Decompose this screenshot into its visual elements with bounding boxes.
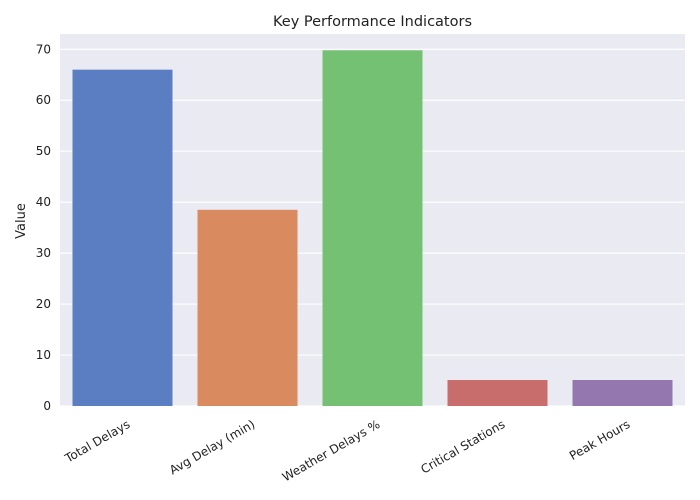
y-axis-label: Value <box>14 203 29 239</box>
y-tick-label: 30 <box>36 246 51 260</box>
x-tick-label: Critical Stations <box>418 417 507 476</box>
bar <box>197 209 298 406</box>
bars <box>72 50 673 406</box>
bar <box>572 380 673 406</box>
x-tick-label: Total Delays <box>62 417 133 466</box>
chart-title: Key Performance Indicators <box>273 14 472 30</box>
bar <box>322 50 423 406</box>
y-tick-label: 20 <box>36 297 51 311</box>
y-tick-label: 60 <box>36 93 51 107</box>
y-tick-label: 50 <box>36 144 51 158</box>
bar <box>447 380 548 406</box>
x-tick-label: Peak Hours <box>567 417 632 463</box>
x-axis-ticks: Total Delays Avg Delay (min) Weather Delay… <box>62 417 633 484</box>
y-tick-label: 0 <box>43 399 51 413</box>
y-tick-label: 10 <box>36 348 51 362</box>
y-tick-label: 70 <box>36 42 51 56</box>
bar <box>72 69 173 406</box>
x-tick-label: Weather Delays % <box>280 417 382 484</box>
y-tick-label: 40 <box>36 195 51 209</box>
x-tick-label: Avg Delay (min) <box>167 417 257 477</box>
y-axis-ticks: 0 10 20 30 40 50 60 70 <box>36 42 51 413</box>
